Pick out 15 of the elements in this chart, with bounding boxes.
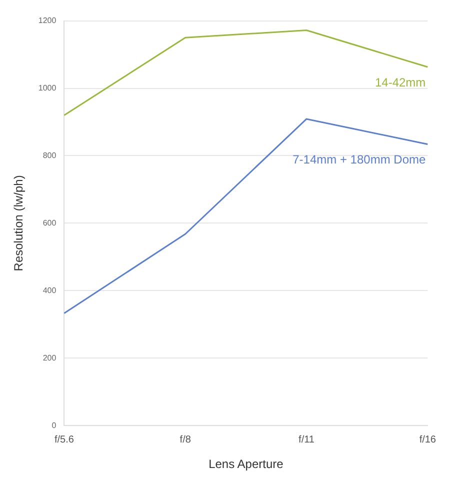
x-tick-label: f/5.6 [54,434,74,446]
x-axis-title: Lens Aperture [208,457,284,472]
y-tick-label: 1200 [38,16,57,26]
y-tick-label: 0 [52,420,57,430]
x-tick-label: f/11 [298,434,315,446]
x-tick-label: f/8 [180,434,192,446]
series-label: 7-14mm + 180mm Dome [292,152,426,167]
y-axis-title: Resolution (lw/ph) [12,175,26,272]
series-label: 14-42mm [374,75,426,90]
y-tick-label: 600 [42,218,57,228]
y-tick-label: 1000 [38,83,57,92]
y-tick-label: 800 [42,150,57,160]
y-tick-label: 400 [42,286,57,295]
x-tick-label: f/16 [419,434,436,446]
y-tick-label: 200 [42,353,57,362]
